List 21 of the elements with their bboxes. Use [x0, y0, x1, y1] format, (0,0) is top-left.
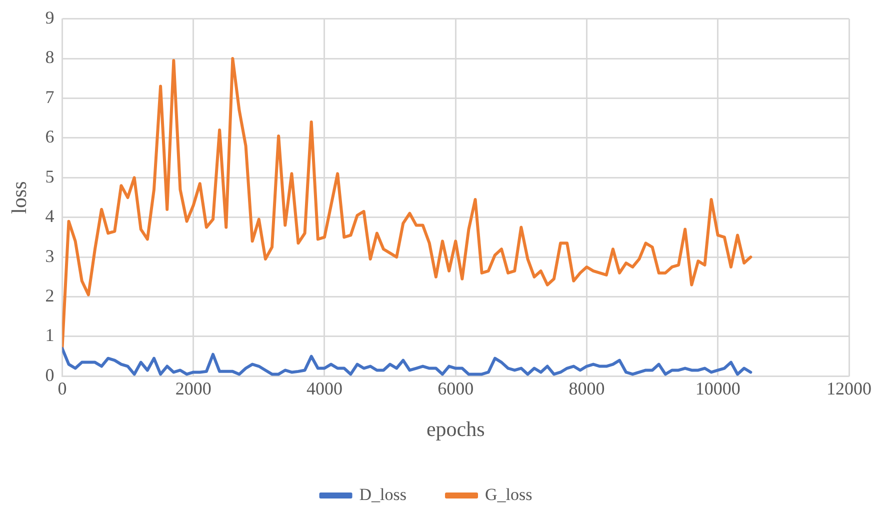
y-tick-label: 9 — [45, 8, 54, 28]
y-tick-label: 5 — [45, 166, 54, 186]
y-tick-label: 7 — [45, 86, 54, 107]
y-tick-label: 8 — [45, 47, 54, 68]
legend-label: G_loss — [485, 484, 532, 504]
y-tick-label: 1 — [45, 325, 54, 346]
y-tick-label: 6 — [45, 126, 54, 147]
x-tick-label: 4000 — [306, 378, 342, 399]
x-axis-title: epochs — [426, 416, 485, 441]
y-tick-label: 3 — [45, 246, 54, 266]
legend-label: D_loss — [359, 484, 407, 504]
x-tick-label: 2000 — [175, 378, 212, 399]
y-tick-label: 4 — [45, 206, 54, 226]
y-tick-label: 2 — [45, 286, 54, 306]
y-axis-title: loss — [7, 181, 32, 214]
y-tick-label: 0 — [45, 364, 54, 385]
x-tick-label: 10000 — [695, 378, 740, 399]
x-tick-label: 12000 — [826, 378, 872, 399]
x-tick-label: 0 — [58, 378, 67, 399]
x-tick-label: 8000 — [568, 378, 605, 399]
x-tick-label: 6000 — [438, 378, 474, 399]
